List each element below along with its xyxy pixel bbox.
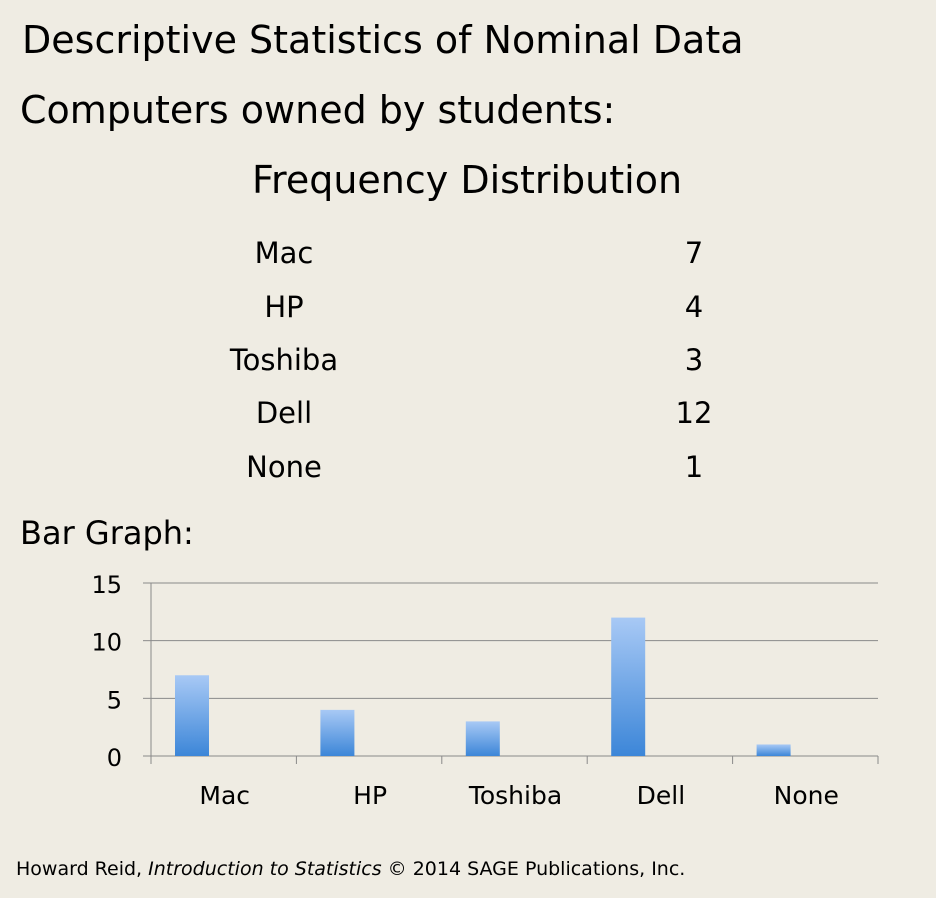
x-tick-label: HP — [353, 781, 387, 810]
frequency-count: 1 — [684, 450, 704, 484]
frequency-row: Dell 12 — [0, 396, 936, 436]
x-tick-label: Toshiba — [468, 781, 562, 810]
page-subheading: Computers owned by students: — [20, 88, 616, 132]
y-tick-label: 15 — [91, 571, 122, 599]
x-tick-label: Dell — [637, 781, 686, 810]
x-tick-label: Mac — [199, 781, 250, 810]
bar-mac — [175, 675, 209, 756]
x-tick-label: None — [774, 781, 839, 810]
frequency-row: Mac 7 — [0, 236, 936, 276]
frequency-category: Mac — [254, 236, 314, 270]
y-tick-label: 5 — [107, 686, 122, 714]
footer-author: Howard Reid, — [16, 858, 149, 880]
frequency-row: Toshiba 3 — [0, 343, 936, 383]
page-heading: Descriptive Statistics of Nominal Data — [22, 18, 744, 62]
bar-dell — [611, 617, 646, 756]
bar-none — [756, 744, 791, 756]
frequency-category: Toshiba — [229, 343, 339, 377]
footer-copyright: © 2014 SAGE Publications, Inc. — [381, 858, 686, 880]
frequency-category: HP — [264, 290, 304, 324]
footer-credit: Howard Reid, Introduction to Statistics … — [16, 858, 685, 880]
frequency-category: None — [246, 450, 322, 484]
footer-book-title: Introduction to Statistics — [148, 858, 382, 880]
frequency-count: 4 — [684, 290, 704, 324]
bar-hp — [320, 709, 355, 756]
frequency-row: None 1 — [0, 450, 936, 490]
bar-chart: 0 5 10 15 Mac HP Toshiba Dell None — [91, 571, 879, 810]
y-tick-label: 10 — [91, 629, 122, 657]
frequency-count: 3 — [684, 343, 704, 377]
y-tick-label: 0 — [107, 744, 122, 772]
frequency-row: HP 4 — [0, 290, 936, 330]
bar-graph-label: Bar Graph: — [20, 514, 194, 552]
frequency-count: 7 — [684, 236, 704, 270]
frequency-title: Frequency Distribution — [251, 158, 683, 202]
frequency-count: 12 — [675, 396, 713, 430]
bar-toshiba — [465, 721, 500, 756]
frequency-category: Dell — [255, 396, 313, 430]
